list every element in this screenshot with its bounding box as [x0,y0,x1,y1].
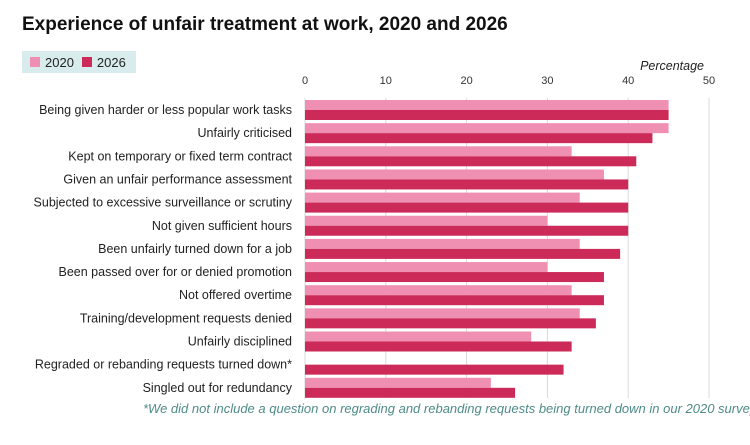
legend-label-2020: 2020 [45,54,74,70]
category-labels: Being given harder or less popular work … [34,103,293,395]
x-tick-label: 30 [541,75,553,87]
category-label: Been passed over for or denied promotion [59,265,293,279]
bar-2020 [305,308,580,319]
bar-2026 [305,295,604,306]
category-label: Regraded or rebanding requests turned do… [35,358,292,372]
x-tick-label: 20 [460,75,472,87]
category-label: Unfairly criticised [198,126,293,140]
bar-2020 [305,192,580,203]
bar-2026 [305,133,653,144]
bar-2026 [305,248,621,259]
bar-2020 [305,238,580,249]
category-label: Unfairly disciplined [188,335,292,349]
axis-unit-label: Percentage [640,59,704,73]
legend-item-2020: 2020 [30,55,74,70]
category-label: Not given sufficient hours [152,219,292,233]
x-tick-label: 10 [380,75,392,87]
bar-2020 [305,169,604,180]
x-tick-label: 40 [622,75,634,87]
x-axis-ticks: 0 10 20 30 40 50 [302,75,715,87]
bar-2026 [305,318,596,329]
legend-item-2026: 2026 [81,54,126,70]
bar-2020 [305,377,491,388]
x-tick-label: 50 [703,75,715,87]
category-label: Kept on temporary or fixed term contract [68,149,292,163]
legend-label-2026: 2026 [96,54,126,70]
legend-swatch-2020 [30,57,40,67]
legend-swatch-2026 [81,57,92,67]
bar-2020 [305,123,669,134]
bar-2026 [305,387,516,398]
bar-2026 [305,202,629,213]
bar-2026 [305,364,564,375]
category-label: Not offered overtime [179,288,292,302]
footnote: *We did not include a question on regrad… [143,401,750,416]
bar-2020 [305,215,548,226]
bar-2026 [305,156,637,167]
category-label: Subjected to excessive surveillance or s… [34,196,293,210]
bar-2020 [305,100,669,110]
category-label: Singled out for redundancy [143,381,293,395]
bar-2026 [305,225,629,236]
bar-2020 [305,262,548,273]
bar-2026 [305,110,669,120]
category-label: Training/development requests denied [80,311,292,325]
bar-2020 [305,146,572,157]
category-label: Been unfairly turned down for a job [98,242,292,256]
legend: 2020 2026 [22,51,136,73]
bar-2026 [305,179,629,190]
category-label: Being given harder or less popular work … [39,103,292,117]
bar-2026 [305,341,572,352]
bars [305,100,669,398]
bar-2026 [305,272,604,283]
bar-2020 [305,285,572,296]
bar-2020 [305,331,532,342]
category-label: Given an unfair performance assessment [63,172,292,186]
x-tick-label: 0 [302,75,308,87]
chart-title: Experience of unfair treatment at work, … [22,14,508,35]
